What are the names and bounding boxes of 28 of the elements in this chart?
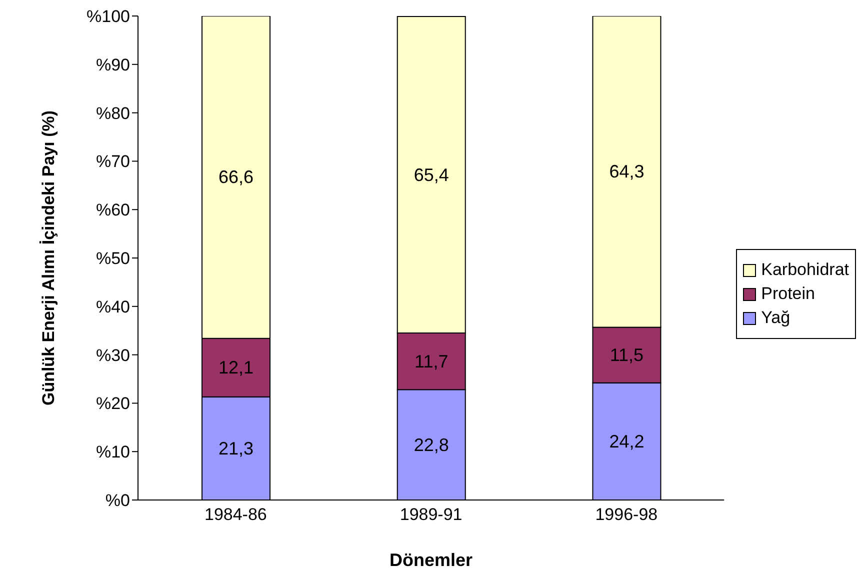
data-label: 11,5 bbox=[610, 345, 644, 366]
y-tick-label: %80 bbox=[96, 104, 130, 123]
data-label: 11,7 bbox=[414, 351, 448, 372]
data-label: 21,3 bbox=[218, 438, 254, 458]
legend-label: Karbohidrat bbox=[761, 260, 849, 280]
x-tick-label: 1984-86 bbox=[204, 505, 267, 524]
x-tick-label: 1989-91 bbox=[400, 505, 462, 524]
y-tick-label: %60 bbox=[96, 200, 130, 220]
y-tick-label: %70 bbox=[96, 152, 130, 172]
data-label: 22,8 bbox=[414, 434, 449, 455]
data-label: 64,3 bbox=[609, 162, 644, 182]
data-label: 24,2 bbox=[609, 431, 644, 452]
x-axis-title: Dönemler bbox=[390, 550, 473, 570]
legend-label: Yağ bbox=[761, 308, 790, 328]
y-tick-label: %90 bbox=[96, 55, 130, 74]
legend-label: Protein bbox=[761, 284, 815, 304]
y-tick-label: %0 bbox=[105, 491, 130, 510]
y-tick-label: %50 bbox=[96, 249, 130, 268]
y-tick-label: %40 bbox=[96, 297, 130, 316]
y-tick-label: %100 bbox=[86, 7, 130, 26]
data-label: 66,6 bbox=[218, 167, 254, 188]
y-tick-label: %20 bbox=[96, 394, 130, 414]
y-tick-label: %30 bbox=[96, 346, 130, 365]
x-tick-label: 1996-98 bbox=[595, 505, 658, 524]
y-axis-title: Günlük Enerji Alımı İçindeki Payı (%) bbox=[39, 110, 58, 406]
data-label: 65,4 bbox=[414, 164, 449, 185]
data-label: 12,1 bbox=[218, 358, 254, 378]
y-tick-label: %10 bbox=[96, 442, 130, 462]
